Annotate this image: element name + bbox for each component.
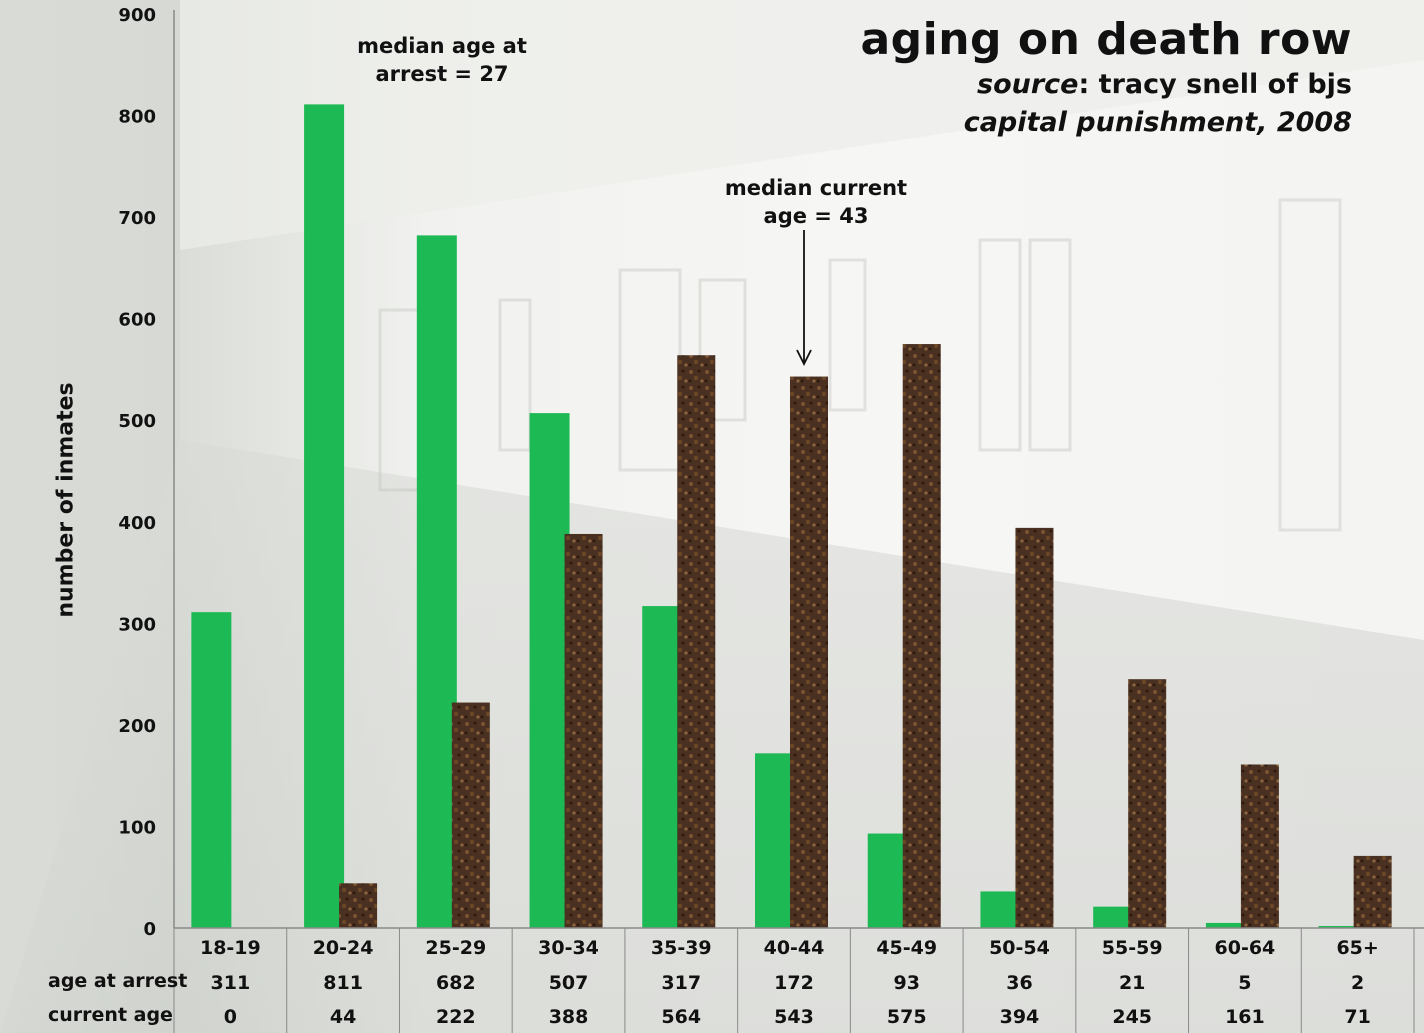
chart-title: aging on death row <box>860 14 1352 65</box>
bars <box>191 104 1392 928</box>
value-current-age: 543 <box>774 1006 814 1028</box>
category-label: 20-24 <box>313 937 374 959</box>
bar-current-age <box>1128 679 1167 928</box>
bar-current-age <box>677 355 716 928</box>
y-axis-label: number of inmates <box>53 382 79 618</box>
bar-age-at-arrest <box>191 612 232 928</box>
bar-age-at-arrest <box>642 606 683 928</box>
y-tick-label: 0 <box>143 919 156 940</box>
row-label-current: current age <box>48 1004 173 1026</box>
median-arrest-annotation: median age at arrest = 27 <box>340 32 544 88</box>
bar-current-age <box>564 533 603 928</box>
value-age-at-arrest: 5 <box>1238 972 1251 994</box>
value-age-at-arrest: 311 <box>211 972 251 994</box>
category-label: 55-59 <box>1102 937 1163 959</box>
category-label: 60-64 <box>1215 937 1276 959</box>
value-current-age: 44 <box>330 1006 356 1028</box>
median-arrest-line1: median age at <box>357 34 527 58</box>
value-current-age: 388 <box>549 1006 589 1028</box>
publication: capital punishment, 2008 <box>963 107 1352 138</box>
value-current-age: 161 <box>1225 1006 1265 1028</box>
bar-age-at-arrest <box>1093 906 1134 928</box>
bar-current-age <box>339 883 378 928</box>
category-label: 50-54 <box>989 937 1050 959</box>
median-current-arrow <box>796 230 812 367</box>
value-current-age: 71 <box>1344 1006 1370 1028</box>
bar-current-age <box>902 344 941 928</box>
value-current-age: 575 <box>887 1006 927 1028</box>
data-table: 18-19 311 0 20-24 811 44 25-29 682 222 30-34 507 38… <box>173 927 1424 1033</box>
value-age-at-arrest: 2 <box>1351 972 1364 994</box>
value-current-age: 564 <box>661 1006 701 1028</box>
bar-current-age <box>451 702 490 928</box>
value-current-age: 394 <box>1000 1006 1040 1028</box>
value-current-age: 222 <box>436 1006 476 1028</box>
median-current-line2: age = 43 <box>763 204 869 228</box>
y-tick-label: 200 <box>118 716 156 737</box>
y-tick-label: 400 <box>118 513 156 534</box>
y-tick-label: 500 <box>118 411 156 432</box>
median-arrest-line2: arrest = 27 <box>375 62 509 86</box>
axes: 0 100 200 300 400 500 600 700 800 900 <box>118 5 175 940</box>
y-tick-label: 100 <box>118 817 156 838</box>
bar-age-at-arrest <box>304 104 345 928</box>
category-label: 30-34 <box>538 937 599 959</box>
y-tick-label: 800 <box>118 107 156 128</box>
bar-age-at-arrest <box>529 413 570 928</box>
value-current-age: 245 <box>1112 1006 1152 1028</box>
arrow-head <box>796 349 812 367</box>
y-tick-label: 600 <box>118 310 156 331</box>
y-tick-label: 900 <box>118 5 156 26</box>
bar-age-at-arrest <box>1205 922 1246 928</box>
source-label: source <box>977 69 1079 100</box>
bar-current-age <box>1353 855 1392 928</box>
title-block: aging on death row source: tracy snell o… <box>860 14 1352 142</box>
value-age-at-arrest: 507 <box>549 972 589 994</box>
y-tick-label: 700 <box>118 208 156 229</box>
value-age-at-arrest: 172 <box>774 972 814 994</box>
bar-age-at-arrest <box>980 891 1021 928</box>
value-age-at-arrest: 21 <box>1119 972 1145 994</box>
category-label: 18-19 <box>200 937 261 959</box>
source-text: : tracy snell of bjs <box>1078 69 1352 100</box>
value-age-at-arrest: 682 <box>436 972 476 994</box>
bar-age-at-arrest <box>416 235 457 928</box>
value-age-at-arrest: 36 <box>1006 972 1032 994</box>
value-age-at-arrest: 317 <box>661 972 701 994</box>
median-current-annotation: median current age = 43 <box>710 174 922 230</box>
bar-age-at-arrest <box>1318 925 1359 928</box>
row-label-arrest: age at arrest <box>48 970 188 992</box>
bar-current-age <box>790 376 828 928</box>
median-current-line1: median current <box>724 176 908 200</box>
value-current-age: 0 <box>224 1006 237 1028</box>
bar-age-at-arrest <box>867 833 908 928</box>
category-label: 65+ <box>1336 937 1378 959</box>
y-tick-label: 300 <box>118 614 156 635</box>
category-label: 35-39 <box>651 937 712 959</box>
category-label: 25-29 <box>425 937 486 959</box>
publication-line: capital punishment, 2008 <box>860 104 1352 142</box>
value-age-at-arrest: 93 <box>894 972 920 994</box>
bar-current-age <box>1240 764 1279 928</box>
source-line: source: tracy snell of bjs <box>860 66 1352 104</box>
category-label: 40-44 <box>764 937 825 959</box>
bar-current-age <box>1015 527 1054 928</box>
bar-age-at-arrest <box>755 753 795 928</box>
category-label: 45-49 <box>876 937 937 959</box>
value-age-at-arrest: 811 <box>323 972 363 994</box>
